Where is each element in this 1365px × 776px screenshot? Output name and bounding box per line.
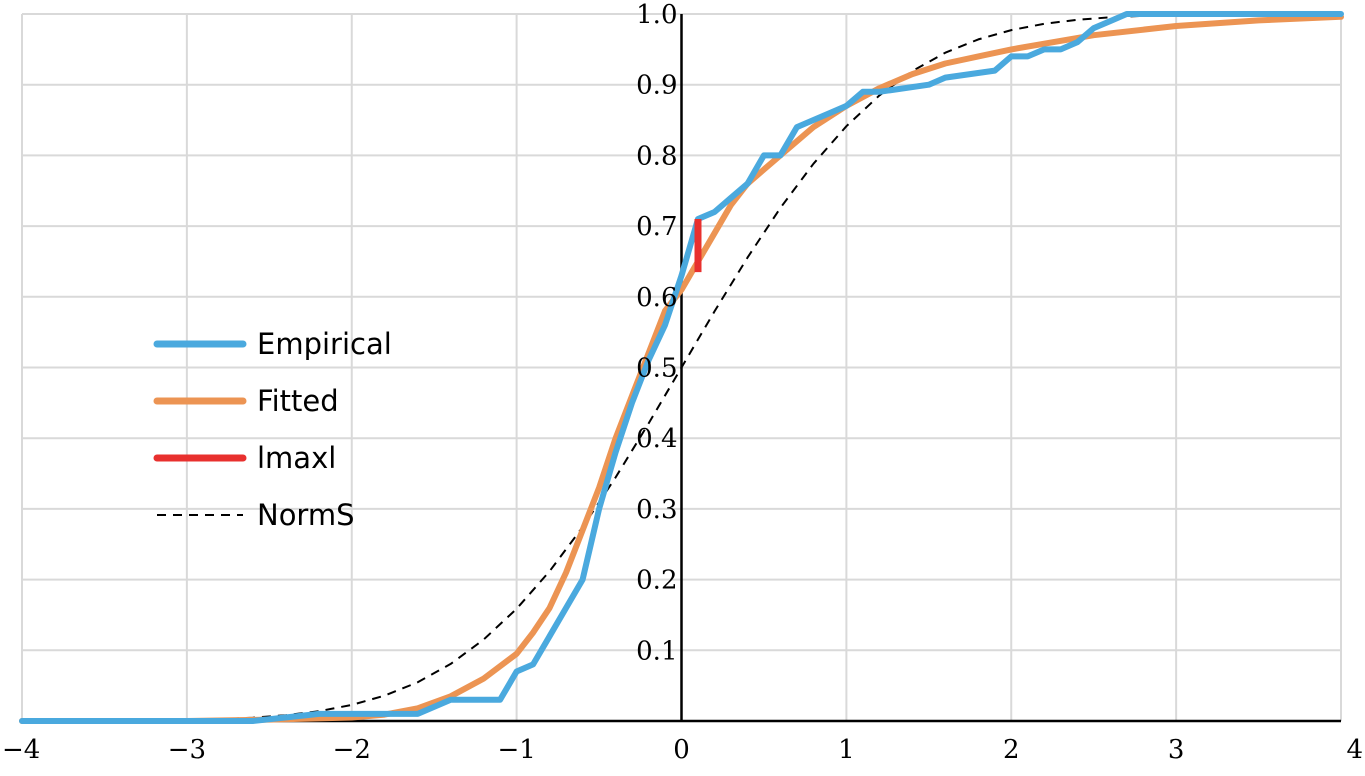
y-tick-label: 0.6 xyxy=(636,283,677,313)
legend-label-lmaxl: lmaxl xyxy=(257,441,336,475)
legend-label-norms: NormS xyxy=(257,498,355,532)
y-tick-label: 0.9 xyxy=(636,71,677,101)
x-tick-label: −3 xyxy=(168,735,206,765)
x-tick-label: 2 xyxy=(1003,735,1020,765)
series-layer xyxy=(19,11,1344,724)
y-tick-label: 0.1 xyxy=(636,636,677,666)
y-tick-labels: 0.1 0.2 0.3 0.4 0.5 0.6 0.7 0.8 0.9 1.0 xyxy=(636,0,677,666)
x-tick-label: 3 xyxy=(1168,735,1185,765)
y-tick-label: 0.3 xyxy=(636,495,677,525)
x-tick-label: 4 xyxy=(1346,735,1363,765)
legend-label-empirical: Empirical xyxy=(257,327,392,361)
series-line-empirical xyxy=(19,11,1344,724)
x-tick-labels: −4 −3 −2 −1 0 1 2 3 4 xyxy=(2,735,1363,765)
legend: Empirical Fitted lmaxl NormS xyxy=(153,327,392,532)
y-tick-label: 0.8 xyxy=(636,141,677,171)
x-tick-label: 0 xyxy=(673,735,690,765)
x-tick-label: −2 xyxy=(333,735,371,765)
x-tick-label: −1 xyxy=(497,735,535,765)
y-tick-label: 0.7 xyxy=(636,212,677,242)
legend-label-fitted: Fitted xyxy=(257,384,339,418)
y-tick-label: 0.4 xyxy=(636,424,677,454)
y-tick-label: 1.0 xyxy=(636,0,677,30)
y-tick-label: 0.5 xyxy=(636,354,677,384)
x-tick-label: 1 xyxy=(838,735,855,765)
y-tick-label: 0.2 xyxy=(636,566,677,596)
x-tick-label: −4 xyxy=(2,735,40,765)
